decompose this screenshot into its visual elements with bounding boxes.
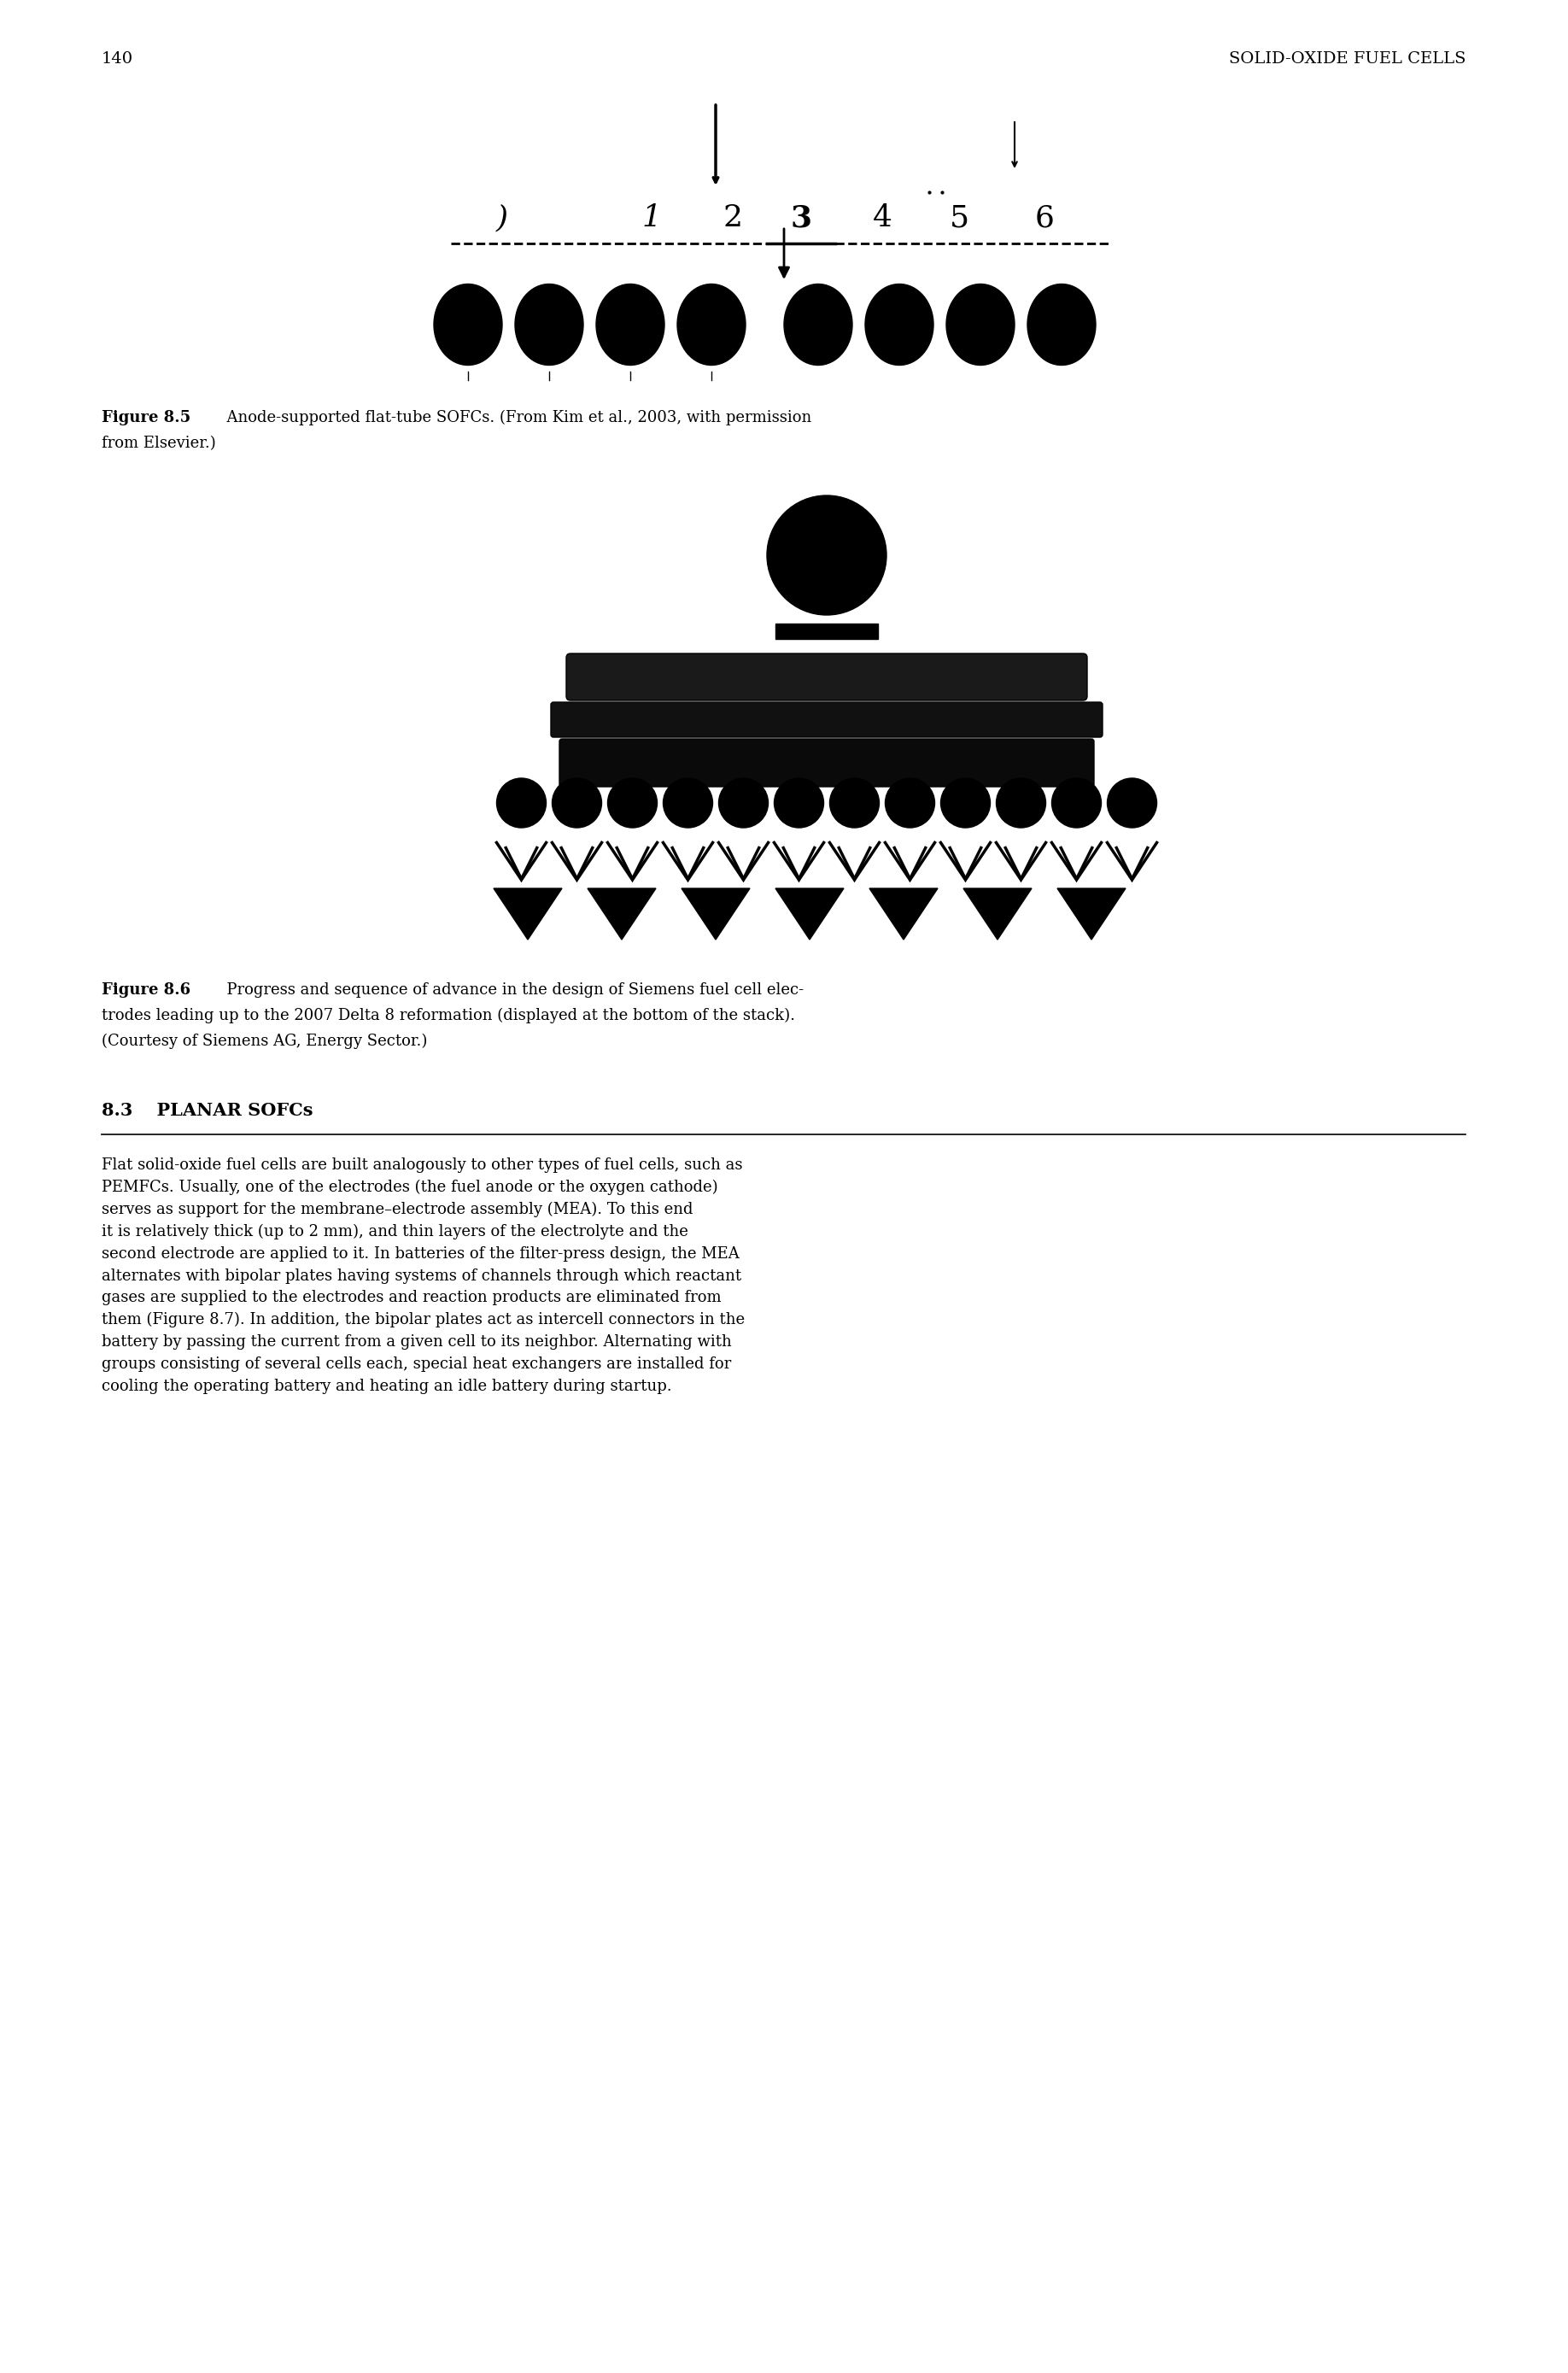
- Ellipse shape: [514, 285, 583, 365]
- Ellipse shape: [829, 778, 880, 828]
- Text: 5: 5: [949, 204, 969, 233]
- Text: Figure 8.6: Figure 8.6: [102, 982, 191, 997]
- Text: Anode-supported flat-tube SOFCs. (From Kim et al., 2003, with permission: Anode-supported flat-tube SOFCs. (From K…: [216, 411, 812, 425]
- Text: trodes leading up to the 2007 Delta 8 reformation (displayed at the bottom of th: trodes leading up to the 2007 Delta 8 re…: [102, 1009, 795, 1023]
- Polygon shape: [682, 888, 750, 940]
- Bar: [536, 838, 1116, 888]
- Text: 8.3  PLANAR SOFCs: 8.3 PLANAR SOFCs: [102, 1101, 314, 1120]
- Ellipse shape: [886, 778, 935, 828]
- Ellipse shape: [552, 778, 602, 828]
- Text: (Courtesy of Siemens AG, Energy Sector.): (Courtesy of Siemens AG, Energy Sector.): [102, 1035, 428, 1049]
- Polygon shape: [963, 888, 1032, 940]
- Text: Progress and sequence of advance in the design of Siemens fuel cell elec-: Progress and sequence of advance in the …: [216, 982, 804, 997]
- Polygon shape: [869, 888, 938, 940]
- Ellipse shape: [1052, 778, 1101, 828]
- Text: 140: 140: [102, 52, 133, 66]
- Ellipse shape: [718, 778, 768, 828]
- Ellipse shape: [434, 285, 502, 365]
- Text: from Elsevier.): from Elsevier.): [102, 437, 216, 451]
- Ellipse shape: [608, 778, 657, 828]
- Ellipse shape: [1027, 285, 1096, 365]
- Text: 3: 3: [790, 204, 812, 233]
- Ellipse shape: [663, 778, 713, 828]
- Text: 1: 1: [641, 204, 662, 233]
- Ellipse shape: [941, 778, 991, 828]
- Ellipse shape: [1107, 778, 1157, 828]
- Ellipse shape: [497, 778, 546, 828]
- Text: SOLID-OXIDE FUEL CELLS: SOLID-OXIDE FUEL CELLS: [1229, 52, 1466, 66]
- Ellipse shape: [775, 778, 823, 828]
- FancyBboxPatch shape: [550, 702, 1102, 738]
- Polygon shape: [494, 888, 561, 940]
- Ellipse shape: [946, 285, 1014, 365]
- FancyBboxPatch shape: [566, 653, 1087, 700]
- Ellipse shape: [784, 285, 853, 365]
- Text: Figure 8.5: Figure 8.5: [102, 411, 191, 425]
- Text: 4: 4: [872, 204, 892, 233]
- Polygon shape: [1057, 888, 1126, 940]
- Ellipse shape: [866, 285, 933, 365]
- Ellipse shape: [677, 285, 745, 365]
- Circle shape: [767, 496, 886, 615]
- Ellipse shape: [996, 778, 1046, 828]
- Text: ): ): [495, 204, 508, 233]
- Polygon shape: [776, 888, 844, 940]
- Bar: [776, 624, 878, 638]
- Text: Flat solid-oxide fuel cells are built analogously to other types of fuel cells, : Flat solid-oxide fuel cells are built an…: [102, 1158, 745, 1393]
- Ellipse shape: [596, 285, 665, 365]
- Text: 6: 6: [1035, 204, 1054, 233]
- Text: 2: 2: [723, 204, 743, 233]
- Polygon shape: [588, 888, 655, 940]
- FancyBboxPatch shape: [560, 738, 1094, 788]
